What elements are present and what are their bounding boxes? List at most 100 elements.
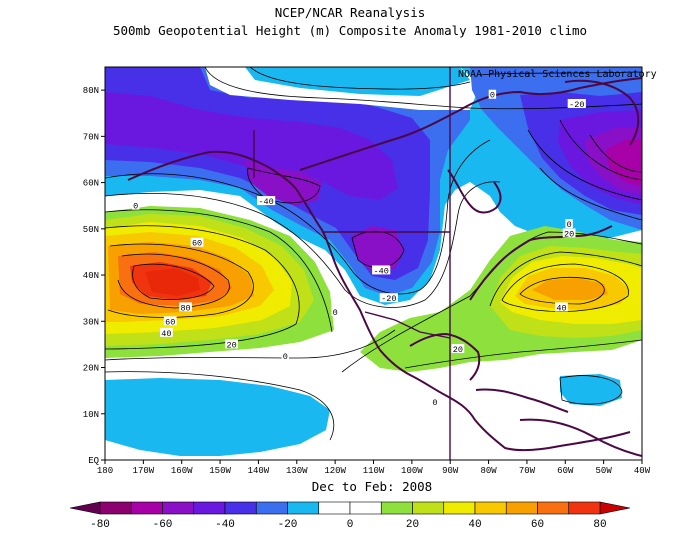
coastline-caribbean bbox=[475, 388, 569, 413]
contour-label: 20 bbox=[226, 340, 236, 350]
coastline-south-america bbox=[519, 418, 642, 457]
contour-line bbox=[132, 263, 215, 300]
colorbar-high-arrow bbox=[599, 501, 631, 515]
contour-label: 60 bbox=[192, 239, 202, 249]
contour-label-box bbox=[331, 307, 339, 317]
contour-lines bbox=[105, 67, 642, 441]
negative-anomaly-us bbox=[352, 226, 404, 274]
contour-line bbox=[559, 119, 642, 181]
contour-label: 0 bbox=[133, 202, 138, 212]
political-boundaries bbox=[253, 67, 451, 460]
contour-label: -40 bbox=[258, 197, 273, 207]
contour-line bbox=[105, 181, 501, 308]
contour-label: 0 bbox=[283, 352, 288, 362]
negative-anomaly-tropical-2 bbox=[560, 374, 622, 406]
positive-anomaly-atlantic-60 bbox=[532, 278, 608, 300]
contour-line bbox=[559, 375, 623, 405]
lat-tick-label: 80N bbox=[83, 86, 99, 96]
lon-tick-label: 140W bbox=[248, 466, 270, 476]
contour-label-box bbox=[372, 265, 391, 275]
lon-tick-label: 160W bbox=[171, 466, 193, 476]
lon-tick-label: 90W bbox=[442, 466, 459, 476]
boundary-us-mexico bbox=[364, 311, 451, 339]
contour-label: 0 bbox=[333, 308, 338, 318]
coastline-gulf bbox=[409, 332, 481, 381]
colorbar-swatch bbox=[443, 501, 476, 515]
contour-label-box bbox=[451, 344, 465, 354]
contour-label: 40 bbox=[556, 303, 566, 313]
contour-label: 0 bbox=[490, 91, 495, 101]
lat-tick-label: 20N bbox=[83, 364, 99, 374]
lat-tick-label: EQ bbox=[88, 456, 99, 466]
contour-label: 20 bbox=[453, 345, 463, 355]
contour-label: 40 bbox=[161, 329, 171, 339]
colorbar: -80 -60 -40 -20 0 20 40 60 80 bbox=[69, 501, 631, 531]
lon-tick-label: 110W bbox=[363, 466, 385, 476]
colorbar-swatch bbox=[380, 501, 413, 515]
colorbar-swatch bbox=[505, 501, 538, 515]
colorbar-swatch bbox=[287, 501, 320, 515]
lat-tick-label: 60N bbox=[83, 179, 99, 189]
lon-tick-label: 170W bbox=[133, 466, 155, 476]
lat-tick-label: 40N bbox=[83, 271, 99, 281]
lon-tick-label: 70W bbox=[519, 466, 536, 476]
coastline-arctic bbox=[299, 77, 642, 171]
colorbar-swatch bbox=[474, 501, 507, 515]
lat-tick-label: 30N bbox=[83, 317, 99, 327]
colorbar-swatch bbox=[99, 501, 132, 515]
negative-anomaly-atlantic-core bbox=[605, 140, 642, 186]
colorbar-low-arrow bbox=[69, 501, 101, 515]
colorbar-swatch bbox=[318, 501, 351, 515]
map-plot-area bbox=[105, 67, 642, 460]
contour-label-box bbox=[565, 219, 573, 229]
contour-label-box bbox=[179, 302, 192, 312]
contour-line bbox=[105, 371, 335, 441]
contour-label-box bbox=[163, 316, 177, 326]
contour-label-box bbox=[567, 98, 586, 108]
credit-label: NOAA Physical Sciences Laboratory bbox=[458, 69, 657, 80]
contour-line bbox=[249, 67, 471, 90]
lat-tick-label: 10N bbox=[83, 410, 99, 420]
colorbar-swatch bbox=[224, 501, 257, 515]
contour-line bbox=[105, 139, 491, 295]
contour-line bbox=[105, 225, 300, 350]
contour-label: -40 bbox=[374, 266, 389, 276]
contour-line bbox=[107, 243, 254, 318]
lon-tick-label: 60W bbox=[557, 466, 574, 476]
colorbar-swatch bbox=[255, 501, 288, 515]
contour-label-box bbox=[159, 327, 173, 337]
contour-label: -20 bbox=[381, 294, 396, 304]
contour-label-box bbox=[379, 293, 398, 303]
period-label: Dec to Feb: 2008 bbox=[311, 479, 433, 494]
colorbar-label: -40 bbox=[215, 519, 235, 531]
contour-line bbox=[501, 263, 629, 312]
negative-anomaly-tropical bbox=[105, 378, 330, 456]
colorbar-swatch bbox=[568, 501, 601, 515]
coastline-hudson bbox=[447, 169, 502, 214]
contour-label-box bbox=[555, 302, 568, 312]
lon-tick-label: 100W bbox=[401, 466, 423, 476]
longitude-axis: 180 170W 160W 150W 140W 130W 120W 110W 100W 90W 80… bbox=[97, 460, 651, 476]
colorbar-label: 60 bbox=[531, 519, 544, 531]
colorbar-label: 80 bbox=[593, 519, 606, 531]
contour-label-box bbox=[225, 339, 238, 349]
contour-line bbox=[527, 129, 642, 201]
lat-tick-label: 50N bbox=[83, 225, 99, 235]
contour-line bbox=[105, 329, 396, 361]
negative-anomaly-core bbox=[245, 160, 322, 206]
contour-label-box bbox=[488, 89, 497, 99]
colorbar-label: -20 bbox=[278, 519, 298, 531]
colorbar-label: 0 bbox=[347, 519, 354, 531]
contour-label-box bbox=[190, 237, 204, 247]
contour-line bbox=[247, 167, 321, 204]
colorbar-swatch bbox=[349, 501, 382, 515]
colorbar-swatch bbox=[412, 501, 445, 515]
contour-line bbox=[489, 251, 642, 307]
contour-label-box bbox=[562, 228, 576, 238]
contour-label-box bbox=[257, 196, 276, 206]
contour-label-box bbox=[431, 397, 439, 407]
contour-label: 60 bbox=[165, 317, 175, 327]
contour-line bbox=[204, 67, 642, 110]
contour-label: 0 bbox=[567, 220, 572, 230]
